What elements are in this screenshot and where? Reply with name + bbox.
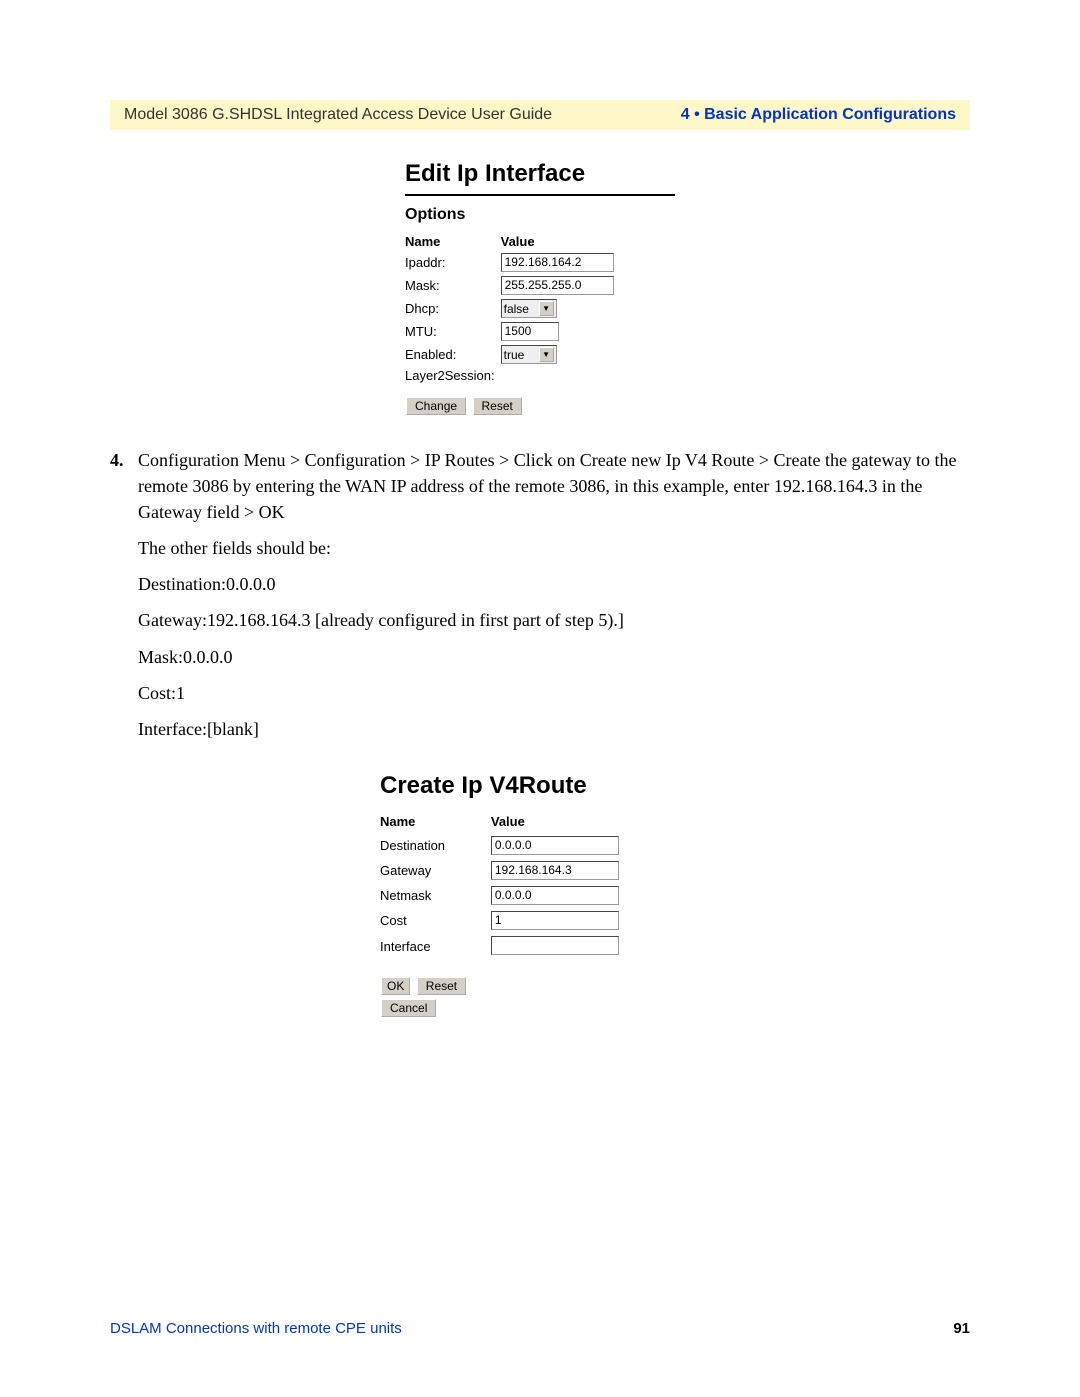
step-dest: Destination:0.0.0.0 — [138, 571, 970, 597]
input-mtu[interactable]: 1500 — [501, 322, 559, 341]
step-interface: Interface:[blank] — [138, 716, 970, 742]
cancel-button[interactable]: Cancel — [381, 999, 436, 1017]
row-layer2: Layer2Session: — [405, 366, 620, 385]
select-dhcp[interactable]: false ▼ — [501, 299, 557, 318]
divider — [405, 194, 675, 196]
select-enabled-value: true — [504, 348, 525, 362]
header-left: Model 3086 G.SHDSL Integrated Access Dev… — [124, 106, 552, 124]
label-mask: Mask: — [405, 274, 501, 297]
input-mask[interactable]: 255.255.255.0 — [501, 276, 614, 295]
row-dhcp: Dhcp: false ▼ — [405, 297, 620, 320]
step-para-2: The other fields should be: — [138, 535, 970, 561]
reset-button[interactable]: Reset — [473, 397, 522, 415]
row-netmask: Netmask 0.0.0.0 — [380, 883, 700, 908]
step-number: 4. — [110, 447, 138, 752]
row-mask: Mask: 255.255.255.0 — [405, 274, 620, 297]
page-number: 91 — [953, 1320, 970, 1337]
route-col-name: Name — [380, 812, 491, 833]
route-table: Name Value Destination 0.0.0.0 Gateway 1… — [380, 812, 700, 961]
options-heading: Options — [405, 206, 675, 224]
chevron-down-icon: ▼ — [539, 347, 554, 362]
page-header: Model 3086 G.SHDSL Integrated Access Dev… — [110, 100, 970, 130]
input-cost[interactable]: 1 — [491, 911, 619, 930]
ok-button[interactable]: OK — [381, 977, 410, 995]
page-footer: DSLAM Connections with remote CPE units … — [110, 1320, 970, 1337]
header-right: 4 • Basic Application Configurations — [681, 106, 956, 124]
label-ipaddr: Ipaddr: — [405, 251, 501, 274]
reset-button-2[interactable]: Reset — [417, 977, 466, 995]
select-dhcp-value: false — [504, 302, 529, 316]
chevron-down-icon: ▼ — [539, 301, 554, 316]
route-col-value: Value — [491, 812, 700, 833]
input-ipaddr[interactable]: 192.168.164.2 — [501, 253, 614, 272]
footer-left: DSLAM Connections with remote CPE units — [110, 1320, 402, 1337]
label-dhcp: Dhcp: — [405, 297, 501, 320]
label-destination: Destination — [380, 833, 491, 858]
input-gateway[interactable]: 192.168.164.3 — [491, 861, 619, 880]
step-para-1: Configuration Menu > Configuration > IP … — [138, 447, 970, 525]
row-interface: Interface — [380, 933, 700, 961]
create-route-title: Create Ip V4Route — [380, 772, 700, 800]
input-netmask[interactable]: 0.0.0.0 — [491, 886, 619, 905]
col-name: Name — [405, 232, 501, 251]
label-layer2: Layer2Session: — [405, 366, 501, 385]
row-cost: Cost 1 — [380, 908, 700, 933]
row-ipaddr: Ipaddr: 192.168.164.2 — [405, 251, 620, 274]
change-button[interactable]: Change — [406, 397, 466, 415]
input-interface[interactable] — [491, 936, 619, 955]
input-destination[interactable]: 0.0.0.0 — [491, 836, 619, 855]
select-enabled[interactable]: true ▼ — [501, 345, 557, 364]
step-mask: Mask:0.0.0.0 — [138, 644, 970, 670]
create-route-panel: Create Ip V4Route Name Value Destination… — [380, 772, 700, 1019]
step-cost: Cost:1 — [138, 680, 970, 706]
edit-ip-interface-panel: Edit Ip Interface Options Name Value Ipa… — [405, 160, 675, 417]
step-gateway: Gateway:192.168.164.3 [already configure… — [138, 607, 970, 633]
label-mtu: MTU: — [405, 320, 501, 343]
edit-ip-title: Edit Ip Interface — [405, 160, 675, 188]
row-mtu: MTU: 1500 — [405, 320, 620, 343]
label-cost: Cost — [380, 908, 491, 933]
step-4-text: 4. Configuration Menu > Configuration > … — [110, 447, 970, 752]
label-gateway: Gateway — [380, 858, 491, 883]
row-gateway: Gateway 192.168.164.3 — [380, 858, 700, 883]
label-enabled: Enabled: — [405, 343, 501, 366]
label-interface: Interface — [380, 933, 491, 961]
row-destination: Destination 0.0.0.0 — [380, 833, 700, 858]
col-value: Value — [501, 232, 620, 251]
row-enabled: Enabled: true ▼ — [405, 343, 620, 366]
options-table: Name Value Ipaddr: 192.168.164.2 Mask: 2… — [405, 232, 620, 385]
label-netmask: Netmask — [380, 883, 491, 908]
